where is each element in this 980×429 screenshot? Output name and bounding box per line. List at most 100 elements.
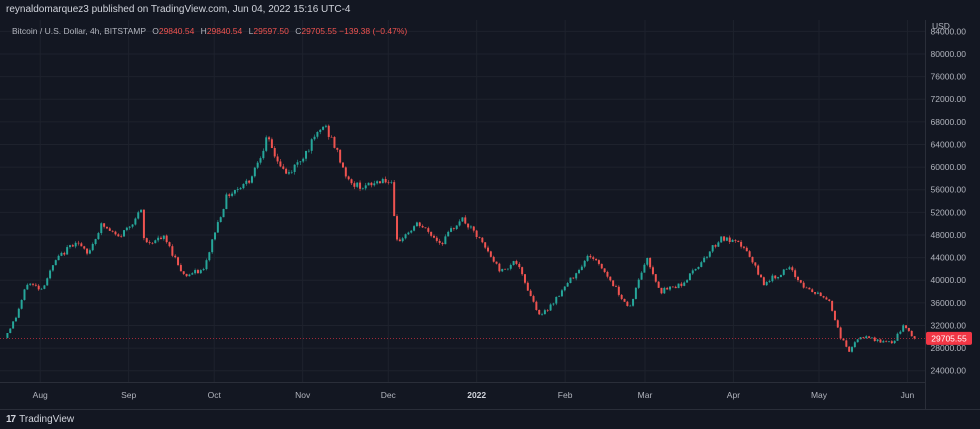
candle-body [410,230,413,233]
candle-body [407,232,410,235]
candle-body [194,270,197,274]
candle-body [498,263,501,272]
candle-body [845,340,848,347]
candle-body [717,242,720,247]
candle-body [600,263,603,269]
candle-body [464,217,467,224]
candle-body [734,240,737,241]
candle-body [43,285,46,289]
candle-body [350,179,353,184]
candle-body [802,282,805,288]
candle-body [774,275,777,279]
candle-body [330,136,333,138]
price-tick-label: 44000.00 [931,253,967,263]
candle-body [711,245,714,252]
candle-body [128,226,131,228]
candle-body [140,209,143,213]
candle-body [529,290,532,297]
candle-body [57,255,60,261]
candle-body [364,185,367,189]
chart-area[interactable]: 24000.00 28000.00 32000.00 36000.00 40000.00… [0,20,980,409]
candle-body [811,289,814,293]
candle-body [142,209,145,239]
price-tick-label: 52000.00 [931,207,967,217]
candle-body [504,268,507,270]
candle-body [177,257,180,266]
candle-body [489,251,492,257]
candle-body [452,228,455,229]
candle-body [865,336,868,339]
candle-body [748,251,751,257]
price-chart[interactable]: 24000.00 28000.00 32000.00 36000.00 40000.00… [0,20,980,409]
price-tick-label: 32000.00 [931,320,967,330]
candle-body [231,193,234,196]
candle-body [620,294,623,299]
candle-body [398,239,401,242]
candle-body [214,232,217,240]
time-axis[interactable]: Aug Sep Oct Nov Dec 2022 Feb Mar Apr May Jun [33,390,915,400]
close-label: C [295,26,302,36]
symbol-legend[interactable]: Bitcoin / U.S. Dollar, 4h, BITSTAMP O298… [12,26,407,36]
candle-body [378,181,381,184]
candle-body [589,255,592,258]
candle-body [145,238,148,243]
candle-body [14,317,17,322]
candle-body [512,261,515,265]
candle-body [677,283,680,289]
candle-body [376,181,379,184]
candle-body [276,156,279,162]
candle-body [663,287,666,294]
tradingview-logo[interactable]: 17 TradingView [6,414,74,425]
candle-body [870,337,873,339]
candle-body [560,290,563,297]
candle-body [356,182,359,187]
candle-body [731,240,734,243]
candle-body [162,235,165,239]
candle-body [359,182,362,189]
candle-body [646,258,649,265]
candle-body [390,182,393,183]
candle-body [444,236,447,245]
candle-body [779,274,782,278]
candle-body [336,147,339,150]
candle-body [902,325,905,332]
candle-body [671,286,674,288]
low-value: 29597.50 [253,26,289,36]
candle-body [159,237,162,239]
candle-body [341,162,344,168]
candle-body [236,189,239,191]
candle-body [305,150,308,159]
candle-body [100,223,103,234]
time-tick-label: Dec [381,390,397,400]
symbol-title: Bitcoin / U.S. Dollar, 4h, BITSTAMP [12,26,146,36]
price-tick-label: 28000.00 [931,343,967,353]
candle-body [848,346,851,352]
candle-body [782,269,785,275]
candle-body [185,273,188,277]
candle-body [765,282,768,286]
candle-body [168,242,171,247]
candle-body [862,337,865,339]
candle-body [123,230,126,237]
candle-body [614,286,617,287]
candle-body [296,162,299,165]
candle-body [617,286,620,295]
candle-body [68,245,71,248]
candle-body [799,280,802,283]
candle-body [876,339,879,342]
candle-body [700,262,703,267]
open-value: 29840.54 [158,26,195,36]
candle-body [725,237,728,241]
candle-body [421,225,424,228]
price-axis[interactable]: 24000.00 28000.00 32000.00 36000.00 40000.00… [931,26,967,375]
time-tick-label: May [811,390,828,400]
candle-body [373,183,376,186]
time-tick-label: Sep [121,390,136,400]
candle-body [259,158,262,163]
tradingview-icon: 17 [6,414,16,425]
candle-body [228,194,231,196]
candle-body [111,230,114,232]
price-tick-label: 72000.00 [931,94,967,104]
candle-body [299,161,302,163]
candle-body [643,264,646,273]
